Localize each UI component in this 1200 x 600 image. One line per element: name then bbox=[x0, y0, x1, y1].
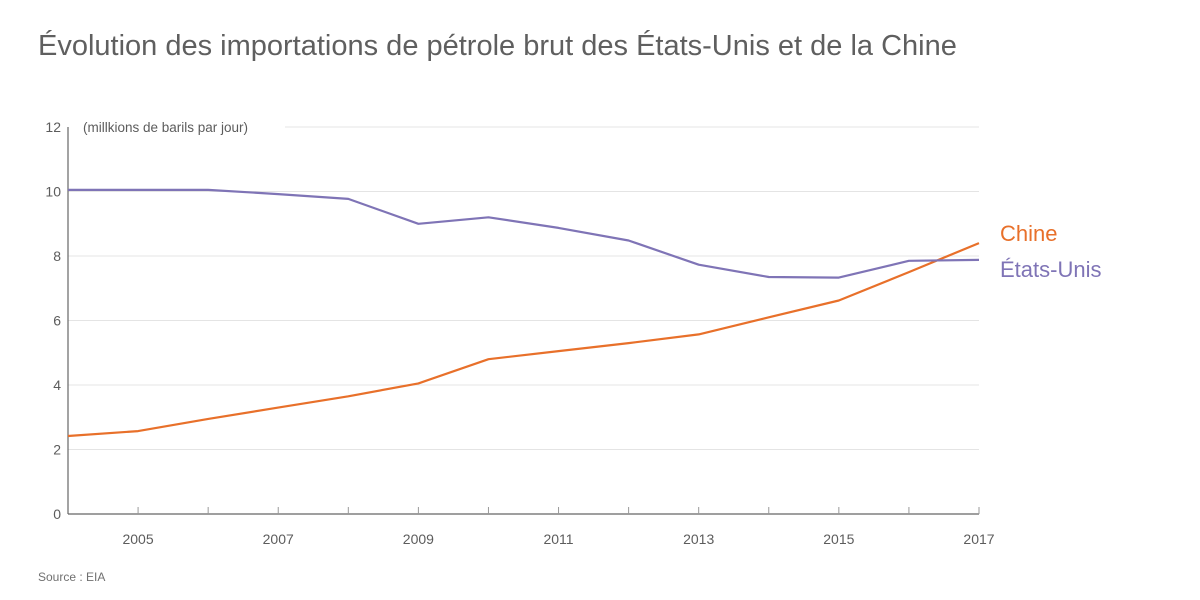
chart-title: Évolution des importations de pétrole br… bbox=[38, 30, 957, 62]
y-tick-label: 4 bbox=[53, 377, 61, 393]
axes bbox=[67, 127, 979, 515]
y-tick-label: 0 bbox=[53, 506, 61, 522]
x-tick-label: 2017 bbox=[963, 531, 994, 547]
gridlines bbox=[68, 126, 979, 450]
y-tick-label: 10 bbox=[45, 184, 61, 200]
x-tick-label: 2015 bbox=[823, 531, 854, 547]
x-tick-label: 2005 bbox=[122, 531, 153, 547]
legend-item-chine: Chine bbox=[1000, 221, 1057, 246]
series-lines bbox=[67, 188, 980, 438]
y-tick-label: 8 bbox=[53, 248, 61, 264]
x-tick-label: 2013 bbox=[683, 531, 714, 547]
y-tick-label: 2 bbox=[53, 442, 61, 458]
y-axis-unit-label: (millkions de barils par jour) bbox=[83, 120, 248, 135]
x-tick-label: 2009 bbox=[403, 531, 434, 547]
x-tick-label: 2011 bbox=[543, 531, 573, 547]
series-line-chine bbox=[67, 242, 980, 438]
source-note: Source : EIA bbox=[38, 570, 106, 584]
y-tick-label: 6 bbox=[53, 313, 61, 329]
x-tick-label: 2007 bbox=[263, 531, 294, 547]
legend: Chine États-Unis bbox=[1000, 221, 1101, 282]
x-axis-ticks: 2005 2007 2009 2011 2013 2015 2017 bbox=[122, 507, 995, 547]
y-tick-label: 12 bbox=[45, 119, 61, 135]
y-axis-ticks: 0 2 4 6 8 10 12 bbox=[45, 119, 61, 522]
legend-item-etats-unis: États-Unis bbox=[1000, 257, 1101, 282]
series-line-etats-unis bbox=[68, 188, 980, 279]
